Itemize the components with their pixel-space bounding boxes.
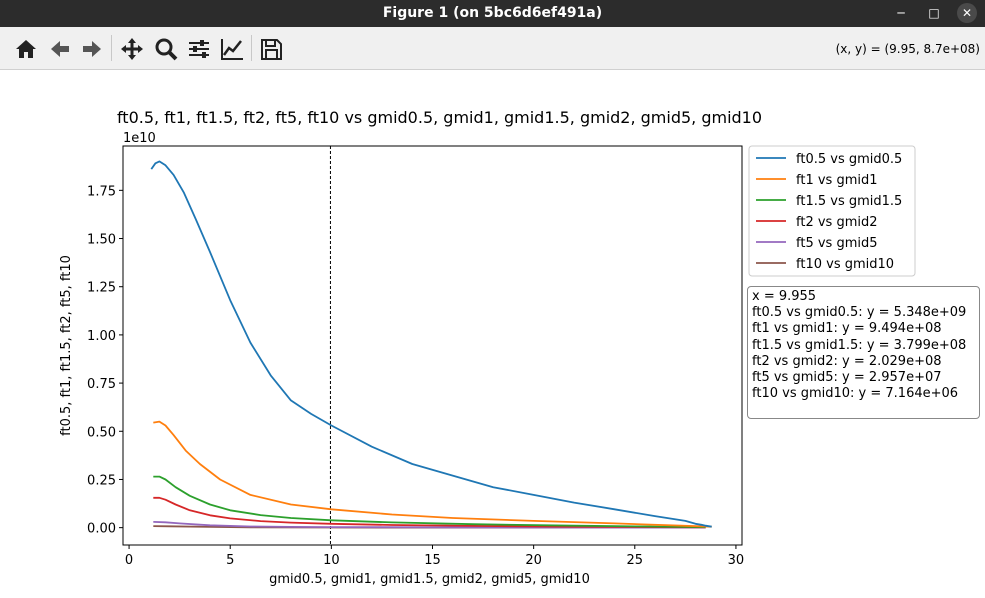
info-line-ft2: ft2 vs gmid2: y = 2.029e+08	[752, 353, 942, 369]
chart-title: ft0.5, ft1, ft1.5, ft2, ft5, ft10 vs gmi…	[117, 108, 762, 127]
edit-axis-button[interactable]	[218, 35, 246, 63]
info-line-ft1.5: ft1.5 vs gmid1.5: y = 3.799e+08	[752, 337, 967, 353]
cursor-coordinates: (x, y) = (9.95, 8.7e+08)	[835, 42, 980, 56]
x-tick-label: 15	[424, 553, 441, 568]
x-tick-label: 10	[323, 553, 340, 568]
pan-button[interactable]	[118, 35, 146, 63]
info-line-x: x = 9.955	[752, 289, 817, 304]
toolbar-separator	[111, 35, 112, 61]
y-tick-label: 0.50	[87, 425, 116, 440]
legend-label: ft5 vs gmid5	[796, 236, 878, 251]
y-tick-label: 1.75	[87, 184, 116, 199]
y-tick-label: 0.25	[87, 473, 116, 488]
edit-axis-icon	[221, 39, 243, 60]
save-icon	[261, 39, 282, 60]
legend-label: ft1.5 vs gmid1.5	[796, 194, 902, 209]
forward-icon	[83, 41, 101, 57]
legend-box	[748, 145, 916, 277]
series-line	[153, 521, 706, 529]
info-line-ft1: ft1 vs gmid1: y = 9.494e+08	[752, 321, 942, 337]
zoom-icon	[155, 38, 178, 61]
back-button[interactable]	[46, 35, 74, 63]
legend-label: ft10 vs gmid10	[796, 257, 894, 272]
save-button[interactable]	[257, 35, 285, 63]
x-tick-label: 30	[728, 553, 745, 568]
legend-label: ft2 vs gmid2	[796, 215, 878, 230]
configure-subplots-button[interactable]	[185, 35, 213, 63]
series-line	[153, 496, 706, 529]
window-title: Figure 1 (on 5bc6d6ef491a)	[382, 5, 603, 21]
series-line	[150, 160, 712, 528]
info-line-ft5: ft5 vs gmid5: y = 2.957e+07	[752, 370, 942, 386]
y-tick-label: 1.25	[87, 281, 116, 296]
info-line-ft0.5: ft0.5 vs gmid0.5: y = 5.348e+09	[752, 305, 967, 321]
close-button[interactable]: ✕	[957, 3, 977, 23]
x-tick-label: 0	[125, 553, 133, 568]
zoom-button[interactable]	[152, 35, 180, 63]
y-tick-label: 1.50	[87, 233, 116, 248]
pan-icon	[121, 38, 143, 60]
chart-canvas[interactable]: ft0.5, ft1, ft1.5, ft2, ft5, ft10 vs gmi…	[0, 69, 985, 598]
toolbar: (x, y) = (9.95, 8.7e+08)	[0, 27, 985, 70]
y-axis-label: ft0.5, ft1, ft1.5, ft2, ft5, ft10	[59, 255, 74, 436]
y-tick-label: 0.00	[87, 522, 116, 537]
minimize-button[interactable]: ─	[897, 6, 905, 20]
legend-label: ft1 vs gmid1	[796, 173, 878, 188]
home-button[interactable]	[12, 35, 40, 63]
x-axis-label: gmid0.5, gmid1, gmid1.5, gmid2, gmid5, g…	[269, 572, 590, 587]
x-tick-label: 20	[525, 553, 542, 568]
x-tick-label: 25	[627, 553, 644, 568]
home-icon	[16, 40, 36, 58]
forward-button[interactable]	[78, 35, 106, 63]
series-line	[153, 420, 712, 528]
x-tick-label: 5	[226, 553, 234, 568]
series-line	[153, 475, 706, 528]
cursor-info-box: x = 9.955 ft0.5 vs gmid0.5: y = 5.348e+0…	[747, 286, 980, 419]
y-offset-label: 1e10	[123, 131, 156, 146]
window-titlebar: Figure 1 (on 5bc6d6ef491a) ─ □ ✕	[0, 0, 985, 27]
y-tick-label: 1.00	[87, 329, 116, 344]
back-icon	[51, 41, 69, 57]
configure-subplots-icon	[189, 40, 209, 58]
toolbar-separator	[251, 35, 252, 61]
info-line-ft10: ft10 vs gmid10: y = 7.164e+06	[752, 386, 959, 402]
legend-label: ft0.5 vs gmid0.5	[796, 152, 902, 167]
plot-area-frame	[122, 145, 743, 546]
y-tick-label: 0.75	[87, 377, 116, 392]
maximize-button[interactable]: □	[928, 6, 940, 20]
